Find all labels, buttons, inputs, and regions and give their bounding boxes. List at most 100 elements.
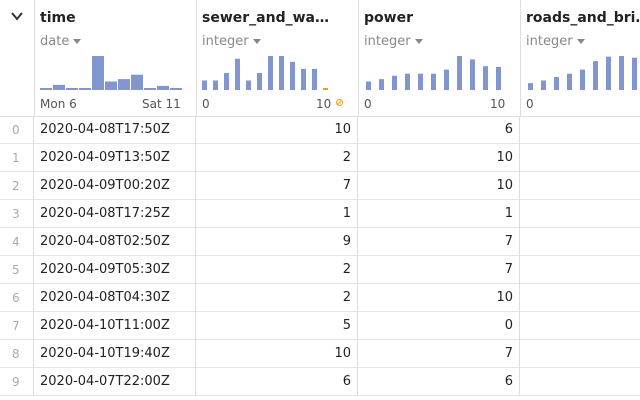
cell-sewer[interactable]: 5	[196, 312, 358, 340]
histogram-bar	[257, 73, 262, 90]
cell-time[interactable]: 2020-04-08T17:50Z	[34, 116, 196, 144]
cell-roads[interactable]	[520, 340, 640, 368]
cell-sewer[interactable]: 6	[196, 368, 358, 396]
histogram-bar	[567, 73, 572, 90]
cell-time[interactable]: 2020-04-08T04:30Z	[34, 284, 196, 312]
histogram-bar	[418, 73, 423, 90]
cell-sewer[interactable]: 10	[196, 116, 358, 144]
histogram-bar	[366, 81, 371, 90]
cell-roads[interactable]	[520, 200, 640, 228]
histogram-bar	[470, 59, 475, 90]
cell-roads[interactable]	[520, 284, 640, 312]
axis-max-label: Sat 11	[142, 97, 181, 111]
cell-time[interactable]: 2020-04-09T05:30Z	[34, 256, 196, 284]
cell-power[interactable]: 0	[358, 312, 520, 340]
cell-power[interactable]: 1	[358, 200, 520, 228]
cell-roads[interactable]	[520, 228, 640, 256]
cell-time[interactable]: 2020-04-08T02:50Z	[34, 228, 196, 256]
histogram-bar	[301, 68, 306, 90]
cell-time[interactable]: 2020-04-07T22:00Z	[34, 368, 196, 396]
axis-max-label: 10	[490, 97, 506, 111]
histogram-bar	[528, 83, 533, 90]
histogram-bar	[157, 85, 169, 90]
caret-down-icon	[576, 39, 585, 44]
table-row[interactable]: 2 2020-04-09T00:20Z 7 10	[0, 172, 640, 200]
table-row[interactable]: 0 2020-04-08T17:50Z 10 6	[0, 116, 640, 144]
histogram-bar	[170, 88, 182, 90]
histogram-bar	[457, 56, 462, 90]
table-row[interactable]: 3 2020-04-08T17:25Z 1 1	[0, 200, 640, 228]
cell-time[interactable]: 2020-04-09T13:50Z	[34, 144, 196, 172]
histogram	[40, 56, 182, 90]
histogram-bar	[593, 61, 598, 90]
cell-roads[interactable]	[520, 312, 640, 340]
cell-roads[interactable]	[520, 116, 640, 144]
collapse-toggle[interactable]	[0, 0, 35, 116]
column-type-select[interactable]: integer	[526, 34, 585, 49]
cell-power[interactable]: 6	[358, 368, 520, 396]
column-header-sewer[interactable]: sewer_and_wa… integer 0 10	[196, 0, 359, 116]
histogram-bar	[79, 88, 91, 90]
column-type-select[interactable]: integer	[364, 34, 423, 49]
histogram-bar	[619, 56, 624, 90]
column-header-roads[interactable]: roads_and_bri… integer 0	[520, 0, 640, 116]
cell-time[interactable]: 2020-04-10T11:00Z	[34, 312, 196, 340]
cell-sewer[interactable]: 2	[196, 256, 358, 284]
cell-sewer[interactable]: 1	[196, 200, 358, 228]
cell-roads[interactable]	[520, 256, 640, 284]
cell-time[interactable]: 2020-04-10T19:40Z	[34, 340, 196, 368]
histogram-bar	[131, 74, 143, 90]
row-index: 1	[0, 144, 34, 172]
table-row[interactable]: 6 2020-04-08T04:30Z 2 10	[0, 284, 640, 312]
cell-power[interactable]: 10	[358, 172, 520, 200]
cell-power[interactable]: 10	[358, 144, 520, 172]
column-type-select[interactable]: integer	[202, 34, 261, 49]
column-name: time	[40, 10, 76, 26]
cell-sewer[interactable]: 10	[196, 340, 358, 368]
histogram-bar	[290, 61, 295, 90]
cell-power[interactable]: 7	[358, 228, 520, 256]
cell-roads[interactable]	[520, 172, 640, 200]
histogram-bar	[246, 80, 251, 90]
histogram-bar	[224, 73, 229, 90]
histogram-bar	[53, 84, 65, 90]
histogram	[366, 56, 501, 90]
cell-power[interactable]: 7	[358, 340, 520, 368]
row-index: 0	[0, 116, 34, 144]
column-header-power[interactable]: power integer 0 10	[358, 0, 521, 116]
table-row[interactable]: 8 2020-04-10T19:40Z 10 7	[0, 340, 640, 368]
cell-power[interactable]: 7	[358, 256, 520, 284]
table-header: time date Mon 6 Sat 11 sewer_and_wa… int…	[0, 0, 640, 117]
column-header-time[interactable]: time date Mon 6 Sat 11	[34, 0, 197, 116]
histogram-bar	[144, 88, 156, 90]
cell-power[interactable]: 6	[358, 116, 520, 144]
cell-sewer[interactable]: 2	[196, 144, 358, 172]
table-row[interactable]: 4 2020-04-08T02:50Z 9 7	[0, 228, 640, 256]
cell-time[interactable]: 2020-04-08T17:25Z	[34, 200, 196, 228]
histogram-bar	[118, 79, 130, 90]
histogram-bar	[40, 88, 52, 90]
cell-roads[interactable]	[520, 144, 640, 172]
cell-power[interactable]: 10	[358, 284, 520, 312]
table-row[interactable]: 7 2020-04-10T11:00Z 5 0	[0, 312, 640, 340]
column-name: roads_and_bri…	[526, 10, 640, 26]
axis-min-label: 0	[364, 97, 372, 111]
row-index: 4	[0, 228, 34, 256]
table-row[interactable]: 1 2020-04-09T13:50Z 2 10	[0, 144, 640, 172]
caret-down-icon	[73, 39, 82, 44]
row-index: 6	[0, 284, 34, 312]
table-row[interactable]: 9 2020-04-07T22:00Z 6 6	[0, 368, 640, 396]
cell-roads[interactable]	[520, 368, 640, 396]
cell-sewer[interactable]: 2	[196, 284, 358, 312]
cell-time[interactable]: 2020-04-09T00:20Z	[34, 172, 196, 200]
histogram-bar	[541, 80, 546, 90]
caret-down-icon	[414, 39, 423, 44]
row-index: 8	[0, 340, 34, 368]
chevron-down-icon[interactable]	[11, 10, 23, 22]
cell-sewer[interactable]: 7	[196, 172, 358, 200]
cell-sewer[interactable]: 9	[196, 228, 358, 256]
column-type-select[interactable]: date	[40, 34, 82, 49]
histogram-bar	[431, 73, 436, 90]
table-row[interactable]: 5 2020-04-09T05:30Z 2 7	[0, 256, 640, 284]
